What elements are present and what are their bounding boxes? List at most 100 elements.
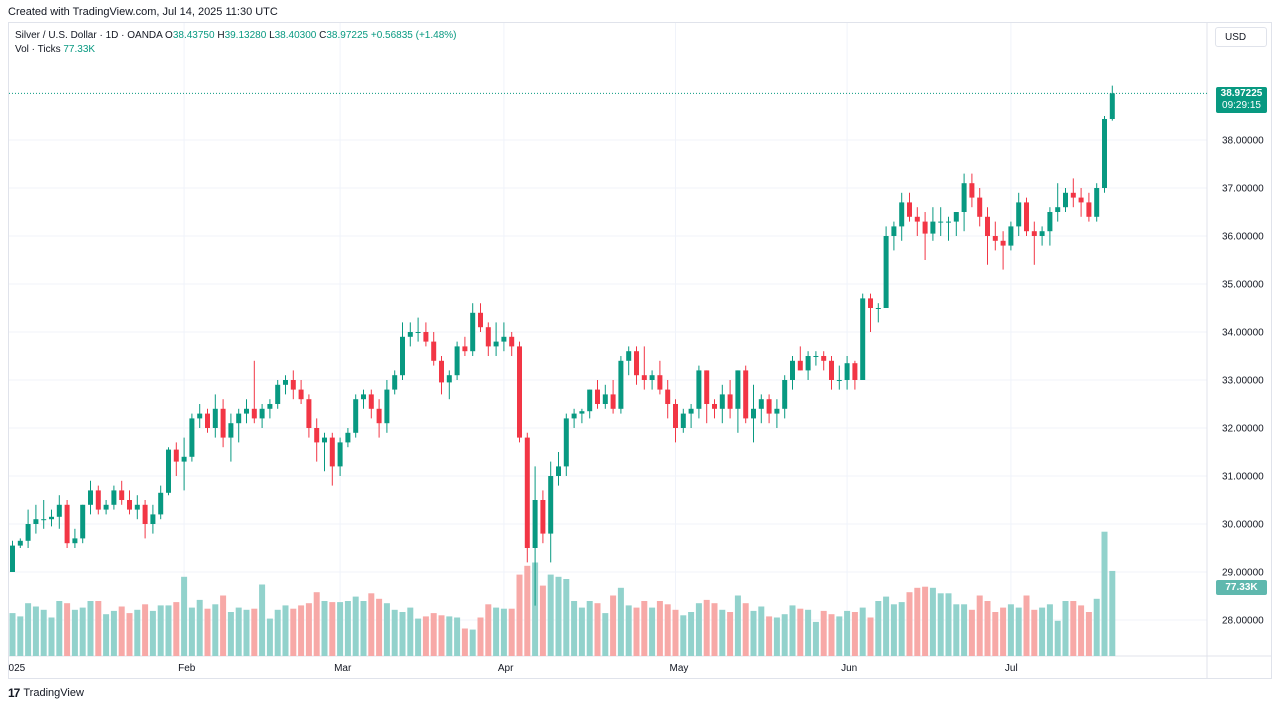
footer-brand[interactable]: 17 TradingView (8, 686, 84, 700)
candle-body (821, 356, 827, 361)
volume-bar (352, 596, 359, 656)
volume-bar (555, 576, 562, 656)
volume-bar (594, 603, 601, 656)
candle-body (1078, 197, 1084, 203)
candle-body (836, 380, 842, 381)
volume-bar (532, 562, 539, 656)
candle-body (228, 423, 234, 438)
candle-body (329, 437, 335, 467)
candle-body (1109, 93, 1115, 119)
time-tick-label: 2025 (3, 663, 26, 674)
time-tick-label: Mar (334, 663, 352, 674)
candle-body (665, 389, 671, 404)
price-tick-label: 31.00000 (1222, 472, 1264, 483)
candle-body (17, 540, 23, 546)
candle-body (571, 413, 577, 419)
volume-bar (836, 616, 843, 656)
candle-body (992, 236, 998, 241)
candle-body (493, 341, 499, 347)
volume-bar (188, 607, 195, 656)
close-value: 38.97225 (326, 30, 369, 41)
volume-bar (212, 604, 219, 656)
candle-body (930, 221, 936, 234)
volume-bar (368, 593, 375, 656)
last-price-value: 38.97225 (1220, 88, 1263, 99)
candle-body (142, 504, 148, 524)
time-axis: 2025 Feb Mar Apr May Jun Jul (3, 663, 1018, 674)
volume-bar (578, 607, 585, 656)
price-tick-label: 33.00000 (1222, 376, 1264, 387)
candle-body (501, 336, 507, 342)
volume-bar (383, 603, 390, 656)
candle-body (446, 375, 452, 383)
candle-body (618, 360, 624, 409)
candle-body (914, 216, 920, 222)
candle-body (64, 504, 70, 544)
candle-body (166, 449, 171, 493)
candle-body (774, 408, 780, 414)
candle-body (883, 236, 889, 308)
volume-bars (9, 531, 1116, 656)
volume-bar (672, 609, 679, 656)
candle-body (657, 375, 663, 390)
candle-body (41, 519, 47, 521)
volume-bar (235, 607, 242, 656)
candle-body (961, 183, 967, 212)
candle-body (384, 389, 390, 424)
volume-bar (1109, 570, 1116, 656)
candle-body (548, 476, 554, 534)
time-tick-label: Jul (1005, 663, 1018, 674)
volume-bar (727, 612, 734, 656)
volume-bar (251, 608, 258, 656)
volume-bar (259, 584, 266, 656)
symbol-label: Silver / U.S. Dollar · 1D · OANDA (15, 30, 163, 41)
candle-body (197, 413, 203, 419)
candle-body (1039, 231, 1045, 236)
candle-body (259, 408, 265, 419)
volume-bar (118, 606, 125, 656)
candle-body (805, 356, 811, 371)
volume-bar (625, 605, 632, 656)
price-tick-label: 38.00000 (1222, 136, 1264, 147)
candle-body (392, 375, 398, 390)
volume-bar (32, 606, 39, 656)
volume-bar (805, 609, 812, 656)
volume-bar (165, 605, 172, 656)
candle-body (704, 370, 710, 404)
volume-bar (181, 576, 188, 656)
high-value: 39.13280 (224, 30, 267, 41)
volume-bar (360, 601, 367, 656)
candle-body (758, 399, 764, 409)
candle-body (407, 332, 413, 337)
currency-button[interactable]: USD (1215, 27, 1267, 47)
volume-bar (305, 603, 312, 656)
candle-body (532, 500, 538, 548)
candle-body (119, 490, 125, 500)
volume-bar (539, 585, 546, 656)
volume-bar (1085, 612, 1092, 656)
volume-bar (812, 621, 819, 656)
candle-body (868, 298, 873, 308)
candle-body (454, 346, 460, 376)
bar-countdown: 09:29:15 (1222, 100, 1261, 111)
candle-body (953, 212, 959, 222)
volume-bar (1046, 604, 1053, 656)
volume-bar (820, 610, 827, 656)
volume-bar (9, 613, 16, 656)
candle-body (852, 363, 858, 380)
candle-body (173, 449, 179, 462)
volume-bar (914, 587, 921, 656)
volume-bar (79, 607, 86, 656)
volume-bar (867, 617, 874, 656)
candle-body (283, 380, 288, 385)
volume-bar (142, 604, 149, 656)
volume-bar (680, 615, 687, 656)
volume-bar (516, 574, 523, 656)
chart-legend: Silver / U.S. Dollar · 1D · OANDA O38.43… (15, 29, 456, 57)
candle-body (813, 356, 819, 357)
volume-bar (524, 565, 531, 656)
volume-bar (25, 603, 32, 656)
volume-bar (391, 609, 398, 656)
candle-body (275, 384, 281, 404)
